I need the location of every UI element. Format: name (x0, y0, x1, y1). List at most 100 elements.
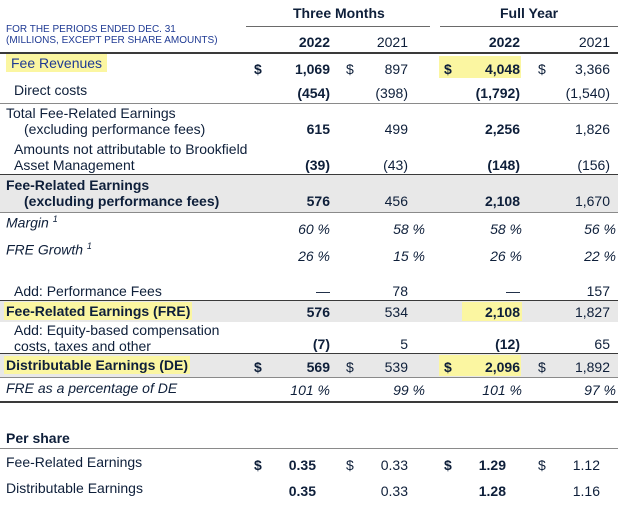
ps-de-fy-2021: 1.16 (572, 483, 600, 499)
de-fy-2021: 1,892 (574, 359, 610, 375)
footnote-marker: 1 (86, 241, 92, 251)
dollar-sign: $ (538, 61, 546, 77)
fre-3m-2021: 534 (384, 304, 408, 320)
full-year-header: Full Year (500, 5, 559, 21)
three-months-header: Three Months (293, 5, 385, 21)
total-fre-label-line2: (excluding performance fees) (24, 121, 206, 137)
total-fre-label: Total Fee-Related Earnings (excluding pe… (6, 105, 205, 137)
not-attributable-label: Amounts not attributable to Brookfield A… (14, 141, 247, 173)
col-fy-2022: 2022 (488, 34, 520, 50)
de-fy-2022-highlight (439, 355, 521, 376)
margin-label-text: Margin (6, 214, 49, 231)
ps-de-3m-2021: 0.33 (380, 483, 408, 499)
direct-costs-fy-2022: (1,792) (475, 85, 520, 101)
row-divider (0, 448, 618, 449)
perf-fees-3m-2021: 78 (392, 283, 408, 299)
direct-costs-fy-2021: (1,540) (565, 85, 610, 101)
fre-fy-2022: 2,108 (484, 304, 520, 320)
dollar-sign: $ (254, 457, 262, 473)
fre-excl-label-line2: (excluding performance fees) (24, 193, 220, 209)
fee-revenues-fy-2022: 4,048 (484, 61, 520, 77)
ps-fre-3m-2021: 0.33 (380, 457, 408, 473)
perf-fees-fy-2021: 157 (586, 283, 610, 299)
total-fre-label-line1: Total Fee-Related Earnings (6, 105, 176, 121)
equity-comp-label-line1: Add: Equity-based compensation (14, 322, 220, 338)
section-divider (0, 401, 618, 403)
full-year-underline (440, 26, 618, 27)
equity-comp-3m-2022: (7) (312, 336, 330, 352)
fre-pct-3m-2022: 101 % (290, 382, 330, 398)
col-fy-2021: 2021 (578, 34, 610, 50)
margin-label: Margin 1 (6, 214, 58, 231)
fee-revenues-3m-2021: 897 (384, 61, 408, 77)
direct-costs-3m-2021: (398) (375, 85, 408, 101)
perf-fees-fy-2022: — (506, 283, 520, 299)
footnote-marker: 1 (52, 214, 58, 224)
total-fre-fy-2022: 2,256 (484, 121, 520, 137)
periods-note-line2: (MILLIONS, EXCEPT PER SHARE AMOUNTS) (6, 35, 218, 46)
fee-revenues-3m-2022: 1,069 (294, 61, 330, 77)
periods-note-line1: FOR THE PERIODS ENDED DEC. 31 (6, 24, 176, 35)
row-divider (0, 353, 618, 354)
dollar-sign: $ (538, 359, 546, 375)
per-share-title: Per share (6, 430, 70, 446)
col-3m-2022: 2022 (298, 34, 330, 50)
perf-fees-label: Add: Performance Fees (14, 283, 162, 299)
fre-excl-fy-2022: 2,108 (484, 193, 520, 209)
fre-excl-3m-2021: 456 (384, 193, 408, 209)
dollar-sign: $ (254, 61, 262, 77)
margin-fy-2022: 58 % (490, 221, 522, 237)
fre-excl-fy-2021: 1,670 (574, 193, 610, 209)
row-divider (0, 174, 618, 175)
equity-comp-3m-2021: 5 (400, 336, 408, 352)
fee-revenues-fy-2021: 3,366 (574, 61, 610, 77)
margin-3m-2021: 58 % (393, 221, 425, 237)
total-fre-3m-2021: 499 (384, 121, 408, 137)
de-label: Distributable Earnings (DE) (4, 356, 191, 374)
fre-excl-3m-2022: 576 (306, 193, 330, 209)
fre-growth-3m-2021: 15 % (393, 248, 425, 264)
dollar-sign: $ (254, 359, 262, 375)
header-rule (0, 52, 618, 54)
not-attributable-fy-2021: (156) (577, 157, 610, 173)
direct-costs-3m-2022: (454) (297, 85, 330, 101)
fre-excl-label-line1: Fee-Related Earnings (6, 177, 150, 193)
fre-growth-fy-2022: 26 % (490, 248, 522, 264)
row-divider (0, 377, 618, 378)
dollar-sign: $ (444, 61, 452, 77)
equity-comp-label: Add: Equity-based compensation costs, ta… (14, 322, 219, 354)
fre-growth-3m-2022: 26 % (298, 248, 330, 264)
equity-comp-fy-2022: (12) (495, 336, 520, 352)
fre-growth-label-text: FRE Growth (6, 241, 84, 258)
fre-pct-label: FRE as a percentage of DE (6, 380, 178, 396)
ps-fre-3m-2022: 0.35 (288, 457, 316, 473)
not-attributable-3m-2021: (43) (383, 157, 408, 173)
fre-fy-2022-highlight (462, 302, 522, 321)
total-fre-3m-2022: 615 (306, 121, 330, 137)
not-attributable-label-line2: Asset Management (14, 157, 135, 173)
ps-fre-fy-2021: 1.12 (572, 457, 600, 473)
ps-de-3m-2022: 0.35 (288, 483, 316, 499)
fre-label: Fee-Related Earnings (FRE) (4, 302, 193, 320)
ps-fre-label: Fee-Related Earnings (6, 454, 143, 470)
ps-fre-fy-2022: 1.29 (478, 457, 506, 473)
fre-fy-2021: 1,827 (574, 304, 610, 320)
de-fy-2022: 2,096 (484, 359, 520, 375)
dollar-sign: $ (538, 457, 546, 473)
fre-excl-band (0, 174, 618, 212)
three-months-underline (246, 26, 430, 27)
col-3m-2021: 2021 (376, 34, 408, 50)
not-attributable-fy-2022: (148) (487, 157, 520, 173)
dollar-sign: $ (444, 457, 452, 473)
periods-note: FOR THE PERIODS ENDED DEC. 31 (MILLIONS,… (6, 24, 218, 46)
fre-growth-fy-2021: 22 % (584, 248, 616, 264)
ps-de-fy-2022: 1.28 (478, 483, 506, 499)
de-3m-2021: 539 (384, 359, 408, 375)
dollar-sign: $ (346, 359, 354, 375)
not-attributable-3m-2022: (39) (305, 157, 330, 173)
fee-revenues-fy-2022-highlight (439, 56, 521, 78)
dollar-sign: $ (346, 457, 354, 473)
equity-comp-fy-2021: 65 (594, 336, 610, 352)
fre-pct-fy-2021: 97 % (584, 382, 616, 398)
fre-excl-label: Fee-Related Earnings (excluding performa… (6, 177, 219, 209)
